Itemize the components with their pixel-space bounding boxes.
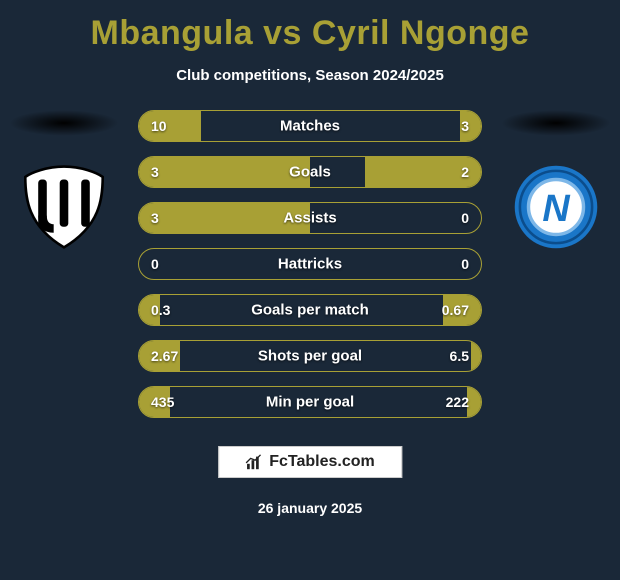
stat-row: 30Assists bbox=[138, 202, 482, 234]
date-text: 26 january 2025 bbox=[0, 500, 620, 516]
stat-label: Matches bbox=[139, 118, 481, 135]
stat-label: Goals per match bbox=[139, 302, 481, 319]
stat-row: 00Hattricks bbox=[138, 248, 482, 280]
stat-label: Assists bbox=[139, 210, 481, 227]
stat-row: 0.30.67Goals per match bbox=[138, 294, 482, 326]
napoli-logo: N bbox=[513, 164, 599, 250]
page-title: Mbangula vs Cyril Ngonge bbox=[0, 0, 620, 53]
player-shadow-right bbox=[501, 110, 611, 136]
left-club-column bbox=[4, 110, 124, 250]
player-shadow-left bbox=[9, 110, 119, 136]
stat-row: 2.676.5Shots per goal bbox=[138, 340, 482, 372]
juventus-logo bbox=[21, 164, 107, 250]
stat-rows-container: 103Matches 32Goals 30Assists 00Hattricks 0.3… bbox=[138, 110, 482, 432]
branding-badge: FcTables.com bbox=[218, 446, 402, 478]
comparison-area: N 103Matches 32Goals 30Assists 00Hattricks 0… bbox=[0, 110, 620, 430]
stat-label: Goals bbox=[139, 164, 481, 181]
stat-label: Shots per goal bbox=[139, 348, 481, 365]
stat-row: 32Goals bbox=[138, 156, 482, 188]
stat-row: 435222Min per goal bbox=[138, 386, 482, 418]
branding-text: FcTables.com bbox=[269, 453, 375, 471]
stat-label: Min per goal bbox=[139, 394, 481, 411]
stat-row: 103Matches bbox=[138, 110, 482, 142]
chart-icon bbox=[245, 453, 263, 471]
stat-label: Hattricks bbox=[139, 256, 481, 273]
subtitle: Club competitions, Season 2024/2025 bbox=[0, 67, 620, 84]
right-club-column: N bbox=[496, 110, 616, 250]
svg-text:N: N bbox=[542, 188, 570, 230]
